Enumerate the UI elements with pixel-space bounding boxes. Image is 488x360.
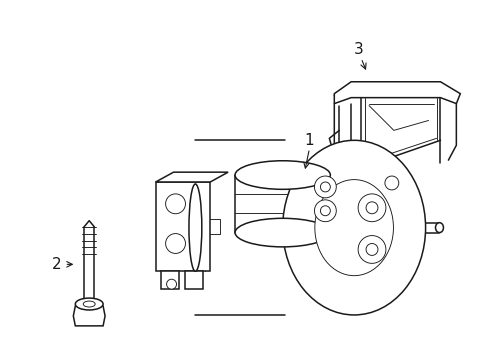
Ellipse shape (435, 223, 443, 233)
Ellipse shape (282, 140, 425, 315)
Circle shape (165, 234, 185, 253)
Circle shape (314, 176, 336, 198)
Ellipse shape (314, 180, 393, 276)
Text: 1: 1 (304, 133, 314, 148)
Circle shape (384, 176, 398, 190)
Circle shape (366, 202, 377, 214)
Polygon shape (161, 271, 178, 289)
Polygon shape (185, 271, 203, 289)
Polygon shape (155, 182, 210, 271)
Circle shape (165, 194, 185, 214)
Circle shape (166, 279, 176, 289)
Ellipse shape (83, 301, 95, 307)
Circle shape (357, 194, 385, 222)
Text: 3: 3 (353, 41, 363, 57)
Ellipse shape (235, 161, 330, 189)
Polygon shape (73, 306, 105, 326)
Ellipse shape (75, 298, 103, 310)
Text: 2: 2 (52, 257, 61, 272)
Circle shape (357, 235, 385, 264)
Ellipse shape (188, 184, 202, 271)
Circle shape (320, 206, 330, 216)
Circle shape (320, 182, 330, 192)
Polygon shape (155, 172, 228, 182)
Ellipse shape (235, 218, 330, 247)
Circle shape (314, 200, 336, 222)
Polygon shape (334, 82, 459, 104)
Circle shape (366, 243, 377, 255)
